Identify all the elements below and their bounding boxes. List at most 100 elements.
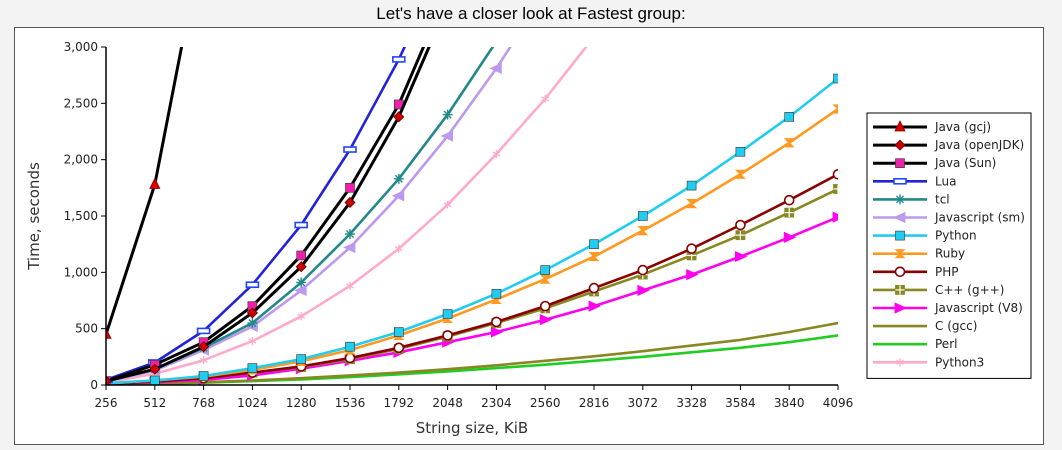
data-point-python3 [346,281,354,290]
data-point-lua [196,327,211,335]
x-tick-label: 3328 [676,396,707,410]
y-tick-label: 2,000 [64,153,98,167]
data-point-php [783,194,795,206]
x-tick-label: 768 [192,396,215,410]
data-point-java-gcj [106,327,112,339]
data-point-java-openjdk [198,341,210,353]
data-point-javascript-v8 [735,250,748,263]
data-point-javascript-sm [440,130,454,142]
data-point-python [540,265,551,275]
chart-title: Let's have a closer look at Fastest grou… [376,4,686,23]
y-tick-label: 500 [75,322,98,336]
data-point-lua [343,146,357,153]
data-point-python3 [394,244,403,253]
legend: Java (gcj) Java (openJDK) Java (Sun) Lua tcl… [866,112,1032,379]
data-point-java-sun [345,183,355,193]
data-point-java-openjdk [295,261,307,273]
x-tick-label: 3584 [725,396,756,410]
legend-label: C++ (g++) [935,283,1004,297]
series-line-java-openjdk [106,47,431,383]
legend-item-python3: Python3 [873,355,984,369]
legend-item-c-gcc: C (gcc) [873,319,977,333]
data-point-java-openjdk [246,307,258,319]
legend-marker-java-openjdk [894,139,906,151]
series-java-openjdk [106,47,431,385]
x-tick-label: 2304 [481,396,512,410]
line-chart: 0 500 1,000 1,500 2,000 2,500 3,000 256 512 768 10… [25,36,1032,437]
data-point-python [247,363,258,373]
x-tick-label: 2816 [579,396,610,410]
legend-item-python: Python [873,229,977,243]
data-point-python [735,146,746,157]
data-point-ruby [783,138,795,148]
data-point-javascript-sm [391,190,405,202]
legend-item-lua: Lua [873,174,956,188]
data-point-java-openjdk [106,375,112,385]
legend-marker-php [894,266,906,278]
data-point-ruby [686,199,698,209]
legend-label: Ruby [935,247,965,261]
axes: 0 500 1,000 1,500 2,000 2,500 3,000 256 512 768 10… [25,40,853,437]
x-tick-label: 1280 [286,396,317,410]
data-point-python [296,354,307,364]
data-point-lua [245,281,260,289]
data-point-python [345,341,355,352]
x-tick-label: 2048 [432,396,463,410]
x-tick-label: 2560 [530,396,561,410]
y-tick-label: 2,500 [64,96,98,110]
legend-marker-ruby [894,249,906,259]
x-tick-label: 256 [95,396,118,410]
x-tick-label: 1792 [384,396,415,410]
data-point-tcl [491,36,501,46]
legend-item-php: PHP [873,265,959,279]
data-point-tcl [442,109,453,120]
data-point-php [491,316,502,328]
data-point-javascript-v8 [637,284,650,296]
data-point-python [589,239,599,249]
data-point-javascript-v8 [783,231,797,244]
legend-label: Javascript (sm) [934,211,1025,225]
data-point-java-openjdk [393,111,405,123]
series-line-lua [106,47,406,382]
data-point-c-g [735,230,746,241]
data-point-lua [294,221,309,229]
data-point-python [393,327,404,337]
data-point-javascript-v8 [686,268,699,281]
series-line-java-sun [106,47,426,383]
data-point-tcl [247,318,258,329]
x-tick-label: 512 [143,396,166,410]
y-tick-label: 0 [90,378,98,392]
legend-label: Java (Sun) [934,156,996,170]
data-point-python3 [443,200,452,209]
data-point-python [150,375,160,385]
data-point-php [735,219,746,231]
legend-item-ruby: Ruby [873,247,965,261]
data-point-python [491,288,502,299]
legend-marker-python [895,230,905,241]
y-tick-label: 1,000 [64,265,98,279]
data-point-c-g [833,184,838,194]
data-point-javascript-v8 [539,314,553,326]
legend-item-javascript-sm: Javascript (sm) [873,211,1025,225]
data-point-php [686,243,697,254]
legend-label: Python3 [935,355,984,369]
data-point-java-openjdk [149,363,161,375]
data-point-c-g [784,207,795,218]
legend-label: Lua [935,174,956,188]
data-point-lua [391,56,406,63]
legend-box [866,112,1032,379]
data-point-python3 [297,312,306,321]
y-tick-label: 3,000 [64,40,98,54]
data-point-tcl [345,229,355,240]
legend-label: C (gcc) [935,319,977,333]
data-point-javascript-sm [489,62,502,75]
data-point-python [686,180,697,191]
legend-label: Java (gcj) [934,120,991,134]
data-point-java-gcj [149,177,161,189]
x-tick-label: 4096 [823,396,854,410]
data-point-php [832,169,838,180]
data-point-javascript-v8 [832,211,838,223]
data-point-python3 [541,94,550,103]
data-point-ruby [734,169,746,179]
series-line-python3 [106,47,588,384]
